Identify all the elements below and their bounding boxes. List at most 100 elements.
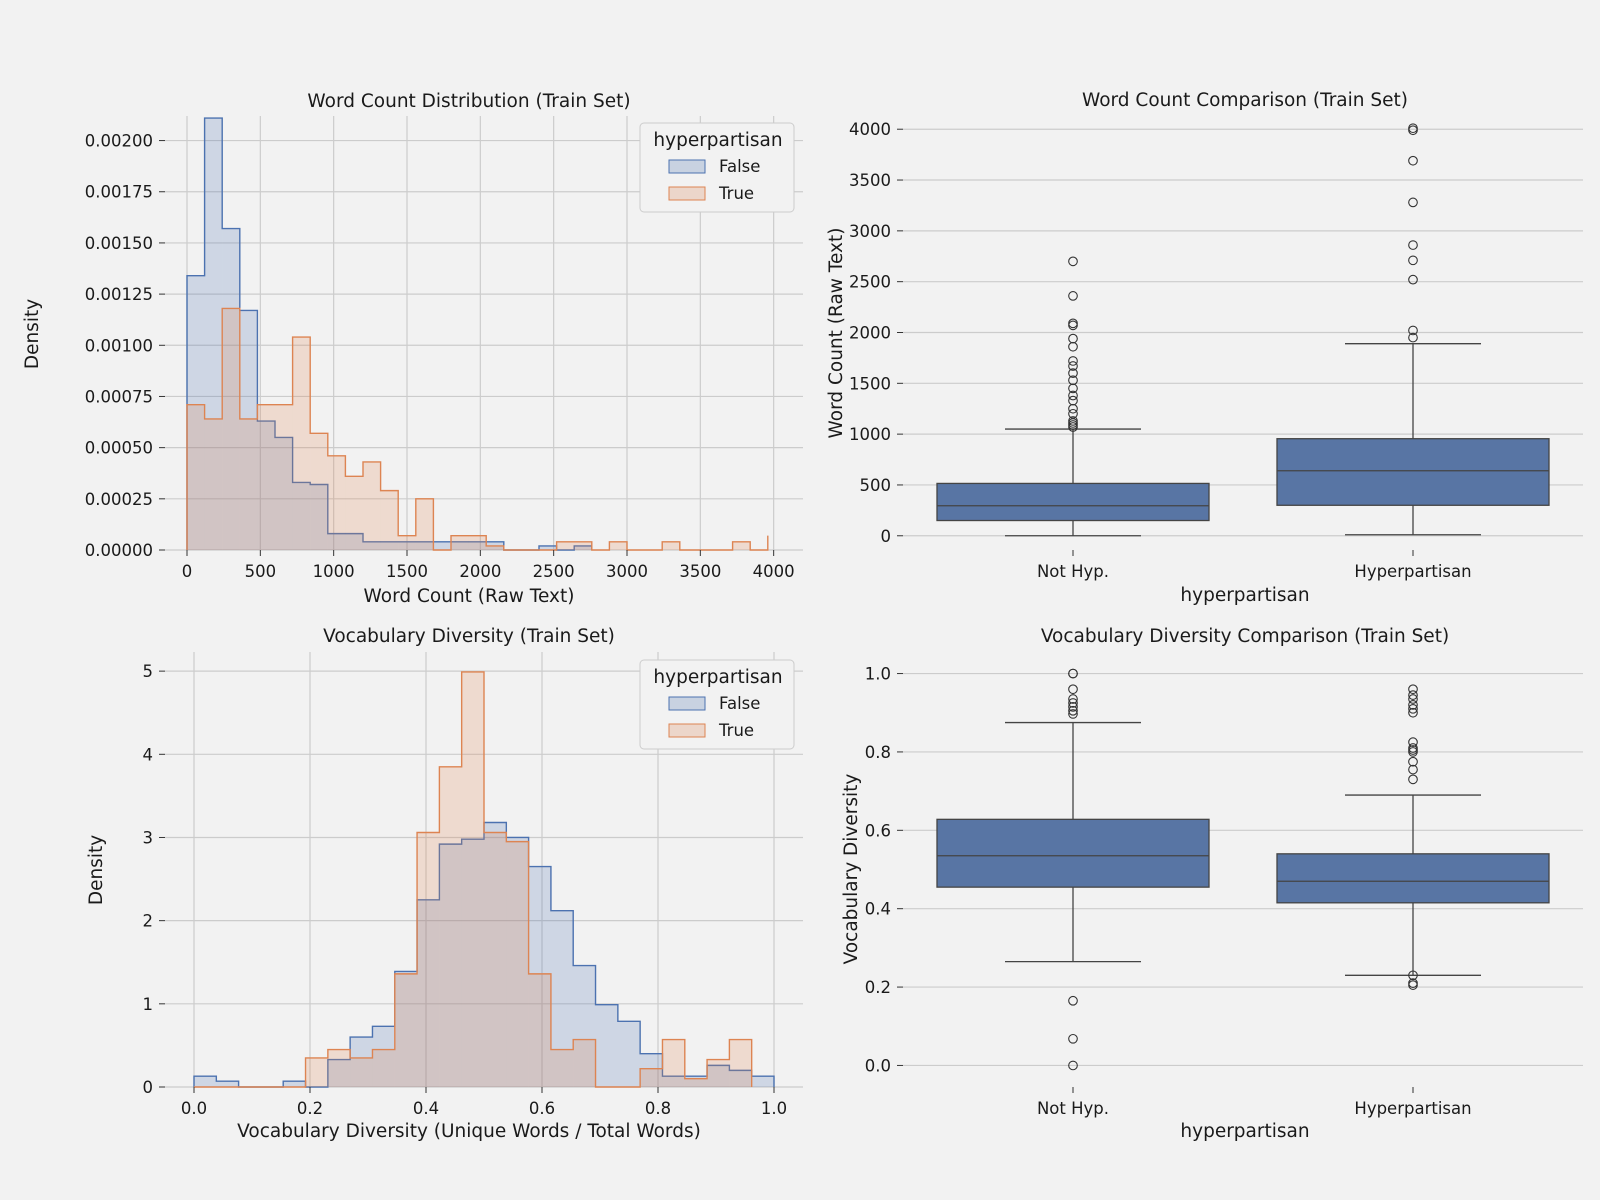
y-tick-label: 0.00175 bbox=[85, 183, 153, 202]
series-true-bar bbox=[528, 973, 551, 1087]
series-false-bar bbox=[310, 484, 328, 550]
series-false-bar bbox=[573, 965, 596, 1087]
y-tick-label: 4000 bbox=[849, 120, 891, 139]
x-tick-label: 0.0 bbox=[181, 1099, 207, 1118]
x-axis-label: Vocabulary Diversity (Unique Words / Tot… bbox=[237, 1121, 701, 1142]
series-false-bar bbox=[257, 421, 275, 550]
series-false-bar bbox=[484, 822, 507, 1087]
series-false-bar bbox=[194, 1076, 217, 1087]
series-true-bar bbox=[556, 541, 575, 550]
y-tick-label: 0 bbox=[881, 527, 892, 546]
y-tick-label: 2500 bbox=[849, 273, 891, 292]
series-true-bar bbox=[415, 498, 434, 550]
x-tick-label: 0.8 bbox=[645, 1099, 671, 1118]
box-hyperpartisan-outlier bbox=[1408, 978, 1418, 988]
y-tick-label: 0.2 bbox=[865, 978, 891, 997]
series-true-bar bbox=[345, 476, 363, 550]
series-false-bar bbox=[350, 1037, 373, 1087]
y-tick-label: 0 bbox=[143, 1078, 154, 1097]
series-true-bar bbox=[506, 841, 529, 1087]
box-not-hyp-outlier bbox=[1068, 1033, 1078, 1044]
series-true-bar bbox=[380, 490, 399, 550]
series-false-bar bbox=[415, 541, 434, 550]
box-hyperpartisan-outlier bbox=[1408, 743, 1418, 753]
chart-title: Vocabulary Diversity (Train Set) bbox=[323, 626, 615, 647]
y-tick-label: 1 bbox=[143, 995, 154, 1014]
series-true-bar bbox=[662, 541, 680, 550]
x-tick-label: 2000 bbox=[459, 562, 501, 581]
series-true-bar bbox=[729, 1039, 752, 1087]
box-hyperpartisan-outlier bbox=[1408, 325, 1418, 336]
series-false-bar bbox=[439, 844, 462, 1087]
x-tick-label: Hyperpartisan bbox=[1354, 562, 1471, 581]
box-not-hyp-outlier bbox=[1068, 709, 1078, 719]
box-not-hyp-outlier bbox=[1068, 698, 1078, 708]
boxplots bbox=[936, 123, 1550, 537]
y-tick-label: 2 bbox=[143, 912, 154, 931]
x-tick-label: 1.0 bbox=[761, 1099, 787, 1118]
y-tick-label: 3500 bbox=[849, 171, 891, 190]
legend-swatch-false bbox=[668, 696, 706, 711]
series-false-bar bbox=[204, 118, 223, 550]
box-not-hyp-outlier bbox=[1068, 390, 1078, 401]
series-false-bar bbox=[751, 1076, 774, 1087]
x-tick-label: 500 bbox=[245, 562, 277, 581]
series-true-bar bbox=[732, 541, 751, 550]
legend-label-true: True bbox=[718, 184, 754, 203]
legend-swatch-true bbox=[668, 723, 706, 738]
box-hyperpartisan-iqr-box bbox=[1276, 853, 1550, 904]
legend-box bbox=[639, 122, 795, 213]
x-tick-label: 0 bbox=[182, 562, 193, 581]
panel-vocabulary-diversity-histogram: 0.0 0.2 0.4 0.6 0.8 1.0 0 1 2 3 4 5 Vocabulary Dive… bbox=[86, 626, 803, 1142]
x-tick-label: 3000 bbox=[606, 562, 648, 581]
series-true-bar bbox=[707, 1059, 730, 1087]
series-false-bar bbox=[461, 839, 484, 1087]
y-tick-label: 0.8 bbox=[865, 743, 891, 762]
y-tick-label: 1.0 bbox=[865, 665, 891, 684]
y-tick-label: 0.00100 bbox=[85, 336, 153, 355]
box-hyperpartisan-outlier bbox=[1408, 694, 1418, 704]
series-true-bar bbox=[187, 404, 205, 550]
box-hyperpartisan-outlier bbox=[1408, 703, 1418, 714]
y-tick-label: 0.4 bbox=[865, 900, 891, 919]
box-hyperpartisan-outlier bbox=[1408, 700, 1418, 710]
x-axis-label: hyperpartisan bbox=[1180, 1121, 1309, 1142]
panel-word-count-histogram: 0 500 1000 1500 2000 2500 3000 3500 4000 0.00000 0… bbox=[22, 91, 803, 607]
panel-word-count-boxplot: 0 500 1000 1500 2000 2500 3000 3500 4000 Not Hyp.… bbox=[826, 90, 1583, 606]
series-true-bar bbox=[662, 1039, 685, 1087]
series-false-bar bbox=[398, 541, 416, 550]
series-true-bar bbox=[640, 1068, 663, 1087]
series-false-bar bbox=[327, 1059, 351, 1087]
y-tick-label: 1500 bbox=[849, 374, 891, 393]
y-tick-label: 2000 bbox=[849, 323, 891, 342]
series-false-bar bbox=[275, 437, 293, 550]
series-true-bar bbox=[451, 535, 469, 550]
box-not-hyp-outlier bbox=[1068, 995, 1078, 1006]
series-true-bar bbox=[363, 461, 381, 550]
series-false-bar bbox=[417, 899, 440, 1087]
y-axis-label: Density bbox=[22, 299, 43, 369]
series-true-bar bbox=[439, 766, 462, 1087]
box-hyperpartisan-outlier bbox=[1408, 197, 1418, 208]
x-tick-label: 4000 bbox=[753, 562, 795, 581]
x-tick-label: Hyperpartisan bbox=[1354, 1099, 1471, 1118]
series-true-bar bbox=[484, 832, 507, 1087]
box-not-hyp-outlier bbox=[1068, 356, 1078, 366]
series-false-bar bbox=[345, 533, 363, 550]
x-tick-label: 0.4 bbox=[413, 1099, 439, 1118]
box-hyperpartisan-outlier bbox=[1408, 970, 1418, 981]
y-tick-label: 0.6 bbox=[865, 821, 891, 840]
y-tick-label: 5 bbox=[143, 662, 154, 681]
chart-title: Word Count Comparison (Train Set) bbox=[1082, 90, 1408, 111]
tick-labels: 0 500 1000 1500 2000 2500 3000 3500 4000 0.00000 0… bbox=[85, 132, 795, 581]
x-tick-label: 1000 bbox=[313, 562, 355, 581]
y-tick-label: 3 bbox=[143, 828, 154, 847]
legend-title: hyperpartisan bbox=[653, 130, 782, 151]
chart-title: Word Count Distribution (Train Set) bbox=[307, 91, 630, 112]
series-false-step-line bbox=[186, 117, 593, 551]
series-true-bar bbox=[327, 1049, 351, 1087]
series-false-bar bbox=[617, 1021, 641, 1087]
box-hyperpartisan-outlier bbox=[1408, 240, 1418, 250]
y-tick-label: 1000 bbox=[849, 425, 891, 444]
